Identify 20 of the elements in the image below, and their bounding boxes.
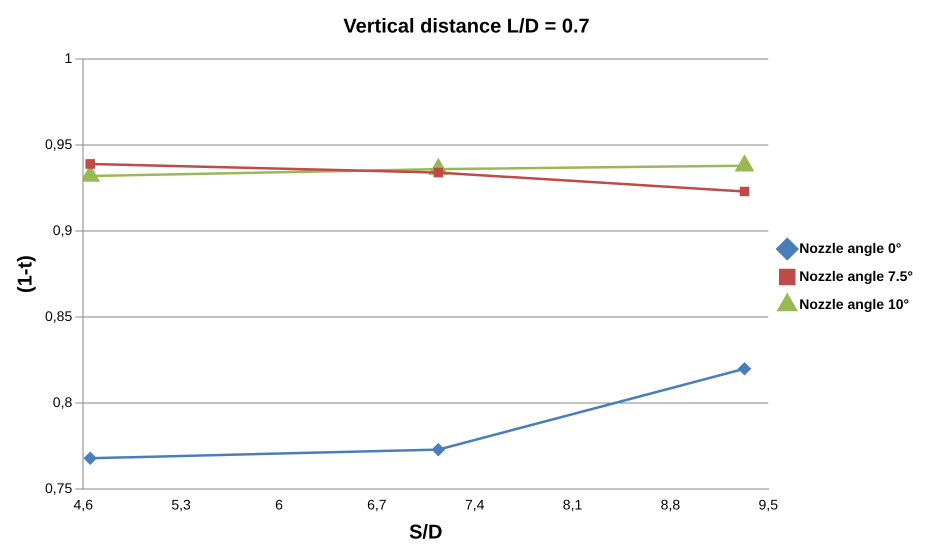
- y-tick-label: 1: [64, 50, 72, 66]
- y-tick-label: 0,95: [45, 136, 72, 152]
- x-tick-label: 8,8: [660, 496, 680, 512]
- legend-label: Nozzle angle 7.5°: [799, 268, 914, 284]
- x-tick-label: 9,5: [758, 496, 778, 512]
- x-tick-label: 7,4: [464, 496, 485, 512]
- y-axis-title: (1-t): [14, 255, 37, 293]
- legend-label: Nozzle angle 0°: [799, 240, 902, 256]
- y-tick-label: 0,75: [45, 480, 72, 496]
- y-tick-label: 0,85: [45, 308, 72, 324]
- legend-label: Nozzle angle 10°: [799, 296, 910, 312]
- x-axis-title: S/D: [409, 522, 442, 544]
- x-tick-label: 6,7: [367, 496, 387, 512]
- x-tick-label: 6: [275, 496, 284, 512]
- x-tick-label: 5,3: [171, 496, 192, 512]
- y-tick-label: 0,9: [52, 222, 72, 238]
- chart-title: Vertical distance L/D = 0.7: [343, 16, 590, 38]
- x-tick-label: 8,1: [562, 496, 582, 512]
- x-tick-label: 4,6: [74, 496, 94, 512]
- y-tick-label: 0,8: [52, 394, 72, 410]
